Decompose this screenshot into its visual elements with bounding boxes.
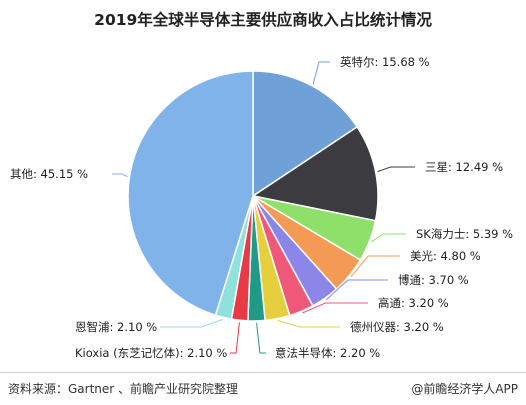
leader-line xyxy=(312,61,330,85)
slice-label: 高通: 3.20 % xyxy=(378,296,449,310)
leader-line xyxy=(371,233,406,243)
slice-label: 英特尔: 15.68 % xyxy=(340,55,430,69)
slice-label: SK海力士: 5.39 % xyxy=(416,227,513,241)
slice-label: 恩智浦: 2.10 % xyxy=(75,320,157,334)
pie-slice xyxy=(251,125,379,222)
slice-label: 三星: 12.49 % xyxy=(425,160,503,174)
leader-line xyxy=(302,302,368,314)
footer: 资料来源：Gartner 、前瞻产业研究院整理 @前瞻经济学人APP xyxy=(0,372,526,405)
pie-slice xyxy=(127,70,254,317)
leader-line xyxy=(350,255,400,278)
leader-line xyxy=(160,318,224,328)
leader-line xyxy=(325,279,388,301)
leader-line xyxy=(277,320,340,328)
slice-label: 美光: 4.80 % xyxy=(410,249,481,263)
chart-title: 2019年全球半导体主要供应商收入占比统计情况 xyxy=(94,10,432,29)
brand-credit: @前瞻经济学人APP xyxy=(411,382,518,396)
slice-label: 意法半导体: 2.20 % xyxy=(275,346,380,360)
pie-chart: 2019年全球半导体主要供应商收入占比统计情况 英特尔: 15.68 % 三星: … xyxy=(10,10,513,360)
leader-line xyxy=(256,322,266,354)
slice-label: 德州仪器: 3.20 % xyxy=(350,320,444,334)
leader-line xyxy=(112,173,128,178)
leader-line xyxy=(230,322,240,354)
slice-label: 博通: 3.70 % xyxy=(398,273,469,287)
slice-label: Kioxia (东芝记忆体): 2.10 % xyxy=(75,346,227,360)
leader-line xyxy=(377,166,415,173)
pie-slice xyxy=(252,70,359,198)
slice-label: 其他: 45.15 % xyxy=(10,167,88,181)
source-note: 资料来源：Gartner 、前瞻产业研究院整理 xyxy=(8,382,239,396)
